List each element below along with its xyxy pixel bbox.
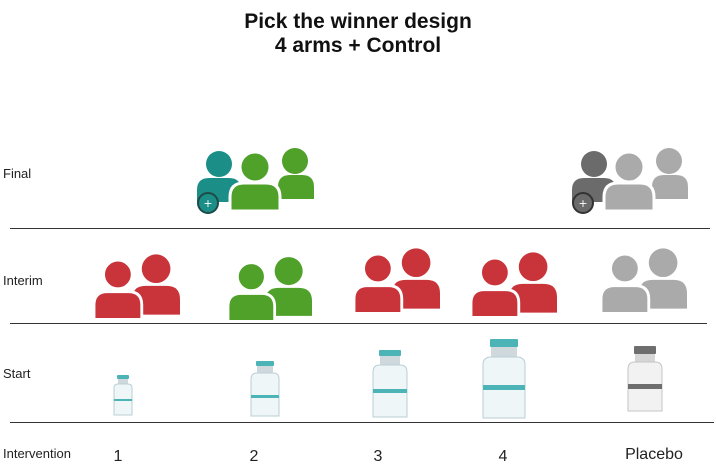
vial-icon-arm2 — [250, 361, 280, 417]
interim-arm4-people-icon — [471, 250, 557, 316]
interim-arm1-people-icon — [94, 252, 180, 318]
vial-icon-arm3 — [372, 350, 408, 418]
vial-icon-arm1 — [113, 375, 133, 416]
final-placebo-people-icon: + — [572, 148, 688, 214]
arm-label-2: 2 — [249, 448, 259, 465]
diagram-title: Pick the winner design — [244, 10, 472, 33]
svg-text:+: + — [203, 197, 212, 210]
vial-icon-arm4 — [482, 339, 526, 419]
svg-text:+: + — [578, 197, 587, 210]
final-winner-people-icon: + — [197, 148, 314, 214]
separator-final-interim — [10, 228, 710, 229]
arm-label-placebo: Placebo — [625, 446, 683, 463]
row-label-intervention: Intervention — [3, 446, 71, 461]
separator-interim-start — [10, 323, 707, 324]
row-label-final: Final — [3, 166, 32, 181]
arm-label-4: 4 — [498, 448, 508, 465]
plus-badge-icon: + — [197, 192, 219, 214]
arm-label-1: 1 — [113, 448, 123, 465]
interim-arm3-people-icon — [354, 246, 440, 312]
vial-icon-placebo — [627, 346, 663, 412]
arm-label-3: 3 — [373, 448, 383, 465]
plus-badge-icon: + — [572, 192, 594, 214]
diagram-subtitle: 4 arms + Control — [274, 34, 442, 57]
interim-placebo-people-icon — [601, 246, 687, 312]
row-label-start: Start — [3, 366, 31, 381]
row-label-interim: Interim — [3, 273, 43, 288]
separator-start-intervention — [10, 422, 714, 423]
interim-arm2-people-icon — [228, 255, 312, 320]
